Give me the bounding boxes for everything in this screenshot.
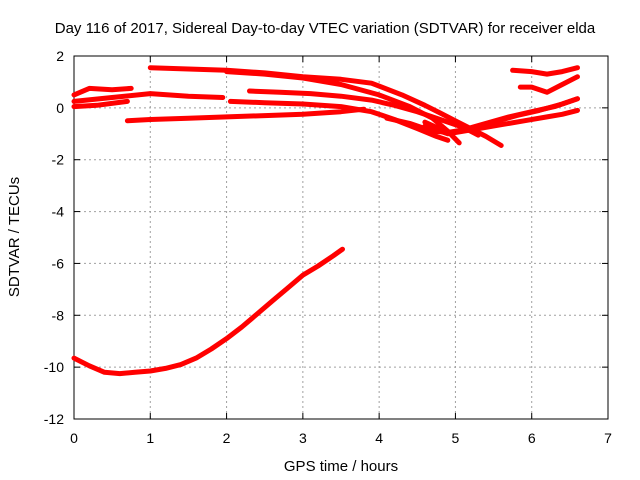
series-track-3 bbox=[71, 85, 134, 98]
series-track-14 bbox=[71, 246, 345, 377]
plot-frame bbox=[73, 55, 609, 420]
y-tick-label: -12 bbox=[44, 411, 64, 427]
series-track-11 bbox=[422, 96, 580, 135]
y-tick-label: -2 bbox=[52, 152, 65, 168]
x-tick-label: 6 bbox=[528, 430, 536, 446]
series-track-6 bbox=[124, 106, 367, 124]
data-series bbox=[71, 65, 580, 377]
x-tick-label: 2 bbox=[223, 430, 231, 446]
series-track-4 bbox=[71, 91, 226, 104]
x-tick-label: 5 bbox=[452, 430, 460, 446]
series-track-2 bbox=[224, 69, 462, 146]
series-track-9 bbox=[384, 107, 580, 135]
y-tick-label: 2 bbox=[56, 48, 64, 64]
chart-title: Day 116 of 2017, Sidereal Day-to-day VTE… bbox=[55, 20, 596, 37]
y-tick-label: -6 bbox=[52, 255, 65, 271]
y-tick-label: -4 bbox=[52, 204, 65, 220]
x-tick-label: 1 bbox=[146, 430, 154, 446]
y-tick-label: -8 bbox=[52, 307, 65, 323]
x-tick-label: 3 bbox=[299, 430, 307, 446]
series-track-12 bbox=[510, 65, 580, 77]
x-tick-label: 4 bbox=[375, 430, 383, 446]
series-track-5 bbox=[71, 98, 130, 110]
y-tick-label: 0 bbox=[56, 100, 64, 116]
x-tick-label: 0 bbox=[70, 430, 78, 446]
x-axis-label: GPS time / hours bbox=[284, 458, 398, 475]
series-track-7 bbox=[247, 88, 481, 138]
series-track-13 bbox=[517, 74, 580, 95]
x-tick-label: 7 bbox=[604, 430, 612, 446]
series-track-8 bbox=[227, 98, 451, 143]
y-axis-label: SDTVAR / TECUs bbox=[6, 177, 23, 297]
y-tick-label: -10 bbox=[44, 359, 64, 375]
axis-tick-labels: 0 1 2 3 4 5 6 7 -12 -10 -8 -6 -4 -2 0 2 bbox=[44, 48, 612, 446]
